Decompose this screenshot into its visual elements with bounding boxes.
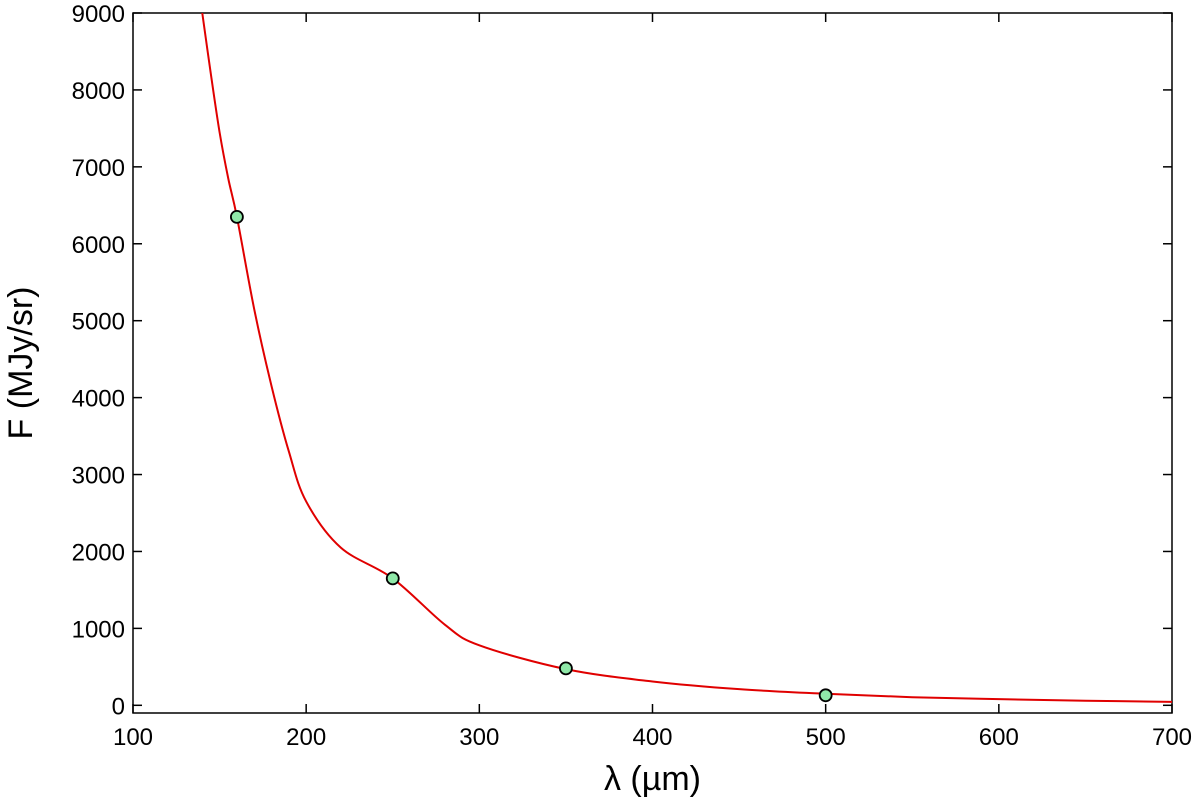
- x-tick-label: 600: [979, 724, 1019, 751]
- data-point: [229, 209, 244, 224]
- plot-area: [132, 12, 1173, 714]
- data-point: [559, 661, 573, 676]
- tick-labels: 100 200 300 400 500 600 7000100020003000400050…: [72, 1, 1192, 751]
- y-tick-label: 3000: [72, 463, 125, 490]
- y-tick-label: 8000: [72, 78, 125, 105]
- axis-ticks: [132, 12, 1173, 713]
- y-tick-label: 1000: [72, 616, 125, 643]
- x-tick-label: 700: [1152, 724, 1192, 751]
- y-axis-label: F (MJy/sr): [2, 287, 40, 440]
- y-tick-label: 6000: [72, 232, 125, 259]
- series-line-0: [201, 13, 1172, 703]
- series-layer: [201, 13, 1172, 703]
- y-tick-label: 9000: [72, 1, 125, 28]
- x-tick-label: 100: [113, 724, 153, 751]
- x-tick-label: 300: [459, 724, 499, 751]
- data-point: [385, 571, 400, 586]
- y-tick-label: 2000: [72, 539, 125, 566]
- data-point: [818, 688, 833, 703]
- x-tick-label: 500: [806, 724, 846, 751]
- y-tick-label: 4000: [72, 386, 125, 413]
- x-tick-label: 200: [286, 724, 326, 751]
- y-tick-label: 7000: [72, 155, 125, 182]
- x-axis-label: λ (µm): [604, 760, 701, 798]
- y-tick-label: 5000: [72, 309, 125, 336]
- x-tick-label: 400: [632, 724, 672, 751]
- y-tick-label: 0: [112, 693, 125, 720]
